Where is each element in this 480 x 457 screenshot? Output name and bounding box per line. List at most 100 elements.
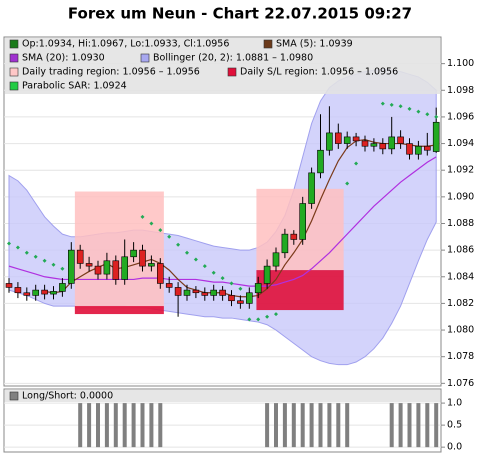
candle-body bbox=[5, 283, 13, 288]
candle-body bbox=[334, 132, 342, 144]
sar-dot bbox=[345, 181, 350, 186]
candle-body bbox=[183, 289, 191, 296]
sl-region bbox=[74, 306, 164, 315]
legend-swatch bbox=[9, 39, 19, 49]
bar bbox=[425, 403, 430, 448]
sar-dot bbox=[380, 101, 385, 106]
sar-dot bbox=[24, 250, 29, 255]
candle-body bbox=[219, 289, 226, 296]
legend-label: Parabolic SAR: 1.0924 bbox=[22, 81, 127, 92]
candle-body bbox=[237, 300, 244, 304]
sma20-line bbox=[8, 156, 437, 287]
bar bbox=[345, 403, 350, 448]
candle-body bbox=[210, 289, 217, 296]
sar-dot bbox=[15, 245, 20, 250]
bar bbox=[104, 403, 109, 448]
candle-body bbox=[32, 289, 40, 296]
y-tick-label: 0.0 bbox=[447, 442, 462, 453]
bar bbox=[265, 403, 270, 448]
candle-body bbox=[423, 145, 431, 151]
legend-label: Op:1.0934, Hi:1.0967, Lo:1.0933, Cl:1.09… bbox=[22, 39, 229, 50]
candle-body bbox=[370, 143, 378, 147]
y-tick-label: 1.100 bbox=[447, 58, 474, 69]
candle-body bbox=[432, 121, 440, 152]
candle-body bbox=[94, 265, 102, 275]
candle-body bbox=[14, 287, 22, 294]
y-tick-label: 1.080 bbox=[447, 325, 474, 336]
candle-body bbox=[50, 291, 57, 295]
sar-dot bbox=[202, 264, 207, 269]
bar bbox=[309, 403, 314, 448]
legend-swatch bbox=[9, 67, 19, 77]
sar-dot bbox=[185, 250, 189, 255]
legend-swatch bbox=[263, 39, 273, 49]
trading-region bbox=[74, 191, 164, 309]
sar-dot bbox=[434, 114, 439, 119]
candle-body bbox=[174, 287, 182, 296]
bar bbox=[416, 403, 421, 448]
sar-dot bbox=[33, 254, 38, 259]
sar-dot bbox=[389, 102, 394, 107]
candle-body bbox=[388, 136, 396, 150]
sar-dot bbox=[247, 317, 252, 322]
y-tick-label: 1.094 bbox=[447, 138, 474, 149]
sar-dot bbox=[265, 314, 270, 319]
sar-dot bbox=[238, 286, 243, 291]
y-tick-label: 1.0 bbox=[447, 398, 462, 409]
legend-swatch bbox=[9, 391, 19, 401]
bar bbox=[398, 403, 403, 448]
sar-dot bbox=[7, 241, 11, 246]
candle-body bbox=[41, 289, 48, 295]
bar bbox=[336, 403, 341, 448]
candle-body bbox=[361, 140, 369, 147]
y-tick-label: 1.088 bbox=[447, 218, 474, 229]
bar bbox=[434, 403, 439, 448]
candle-body bbox=[23, 292, 31, 296]
candle-body bbox=[397, 136, 404, 144]
candle-body bbox=[326, 132, 333, 151]
candle-body bbox=[165, 283, 173, 288]
y-tick-label: 0.5 bbox=[447, 420, 462, 431]
candle-body bbox=[59, 283, 66, 292]
candle-body bbox=[201, 292, 209, 296]
candle-body bbox=[254, 283, 262, 294]
candle-body bbox=[379, 143, 387, 150]
sar-dot bbox=[193, 257, 198, 262]
bar bbox=[407, 403, 412, 448]
candle-body bbox=[103, 260, 111, 275]
sar-dot bbox=[425, 112, 430, 117]
sar-dot bbox=[256, 317, 261, 322]
bar bbox=[122, 403, 127, 448]
sar-dot bbox=[274, 312, 278, 317]
bar bbox=[96, 403, 100, 448]
candle-body bbox=[343, 136, 351, 144]
bar bbox=[87, 403, 92, 448]
sar-dot bbox=[42, 258, 47, 263]
legend-label: SMA (5): 1.0939 bbox=[276, 39, 353, 50]
sar-dot bbox=[211, 270, 216, 275]
candle-body bbox=[121, 256, 128, 280]
candle-body bbox=[246, 292, 253, 304]
candle-body bbox=[112, 260, 120, 280]
candle-body bbox=[130, 249, 137, 258]
y-tick-label: 1.084 bbox=[447, 271, 474, 282]
chart-title: Forex um Neun - Chart 22.07.2015 09:27 bbox=[68, 5, 412, 23]
candle-body bbox=[415, 145, 422, 155]
candle-body bbox=[263, 265, 271, 284]
legend-label: Bollinger (20, 2): 1.0881 – 1.0980 bbox=[153, 53, 313, 64]
sar-dot bbox=[158, 228, 163, 233]
candle-body bbox=[228, 295, 235, 302]
candle-body bbox=[299, 203, 307, 240]
sar-dot bbox=[167, 234, 172, 239]
y-tick-label: 1.092 bbox=[447, 165, 474, 176]
legend-label: Long/Short: 0.0000 bbox=[22, 391, 113, 402]
sar-dot bbox=[149, 221, 154, 226]
y-tick-label: 1.090 bbox=[447, 191, 474, 202]
candle-body bbox=[76, 249, 84, 264]
y-tick-label: 1.098 bbox=[447, 85, 474, 96]
bar bbox=[78, 403, 83, 448]
bar bbox=[389, 403, 394, 448]
bar bbox=[318, 403, 323, 448]
legend-label: Daily trading region: 1.0956 – 1.0956 bbox=[22, 67, 200, 78]
candle-body bbox=[85, 263, 93, 267]
